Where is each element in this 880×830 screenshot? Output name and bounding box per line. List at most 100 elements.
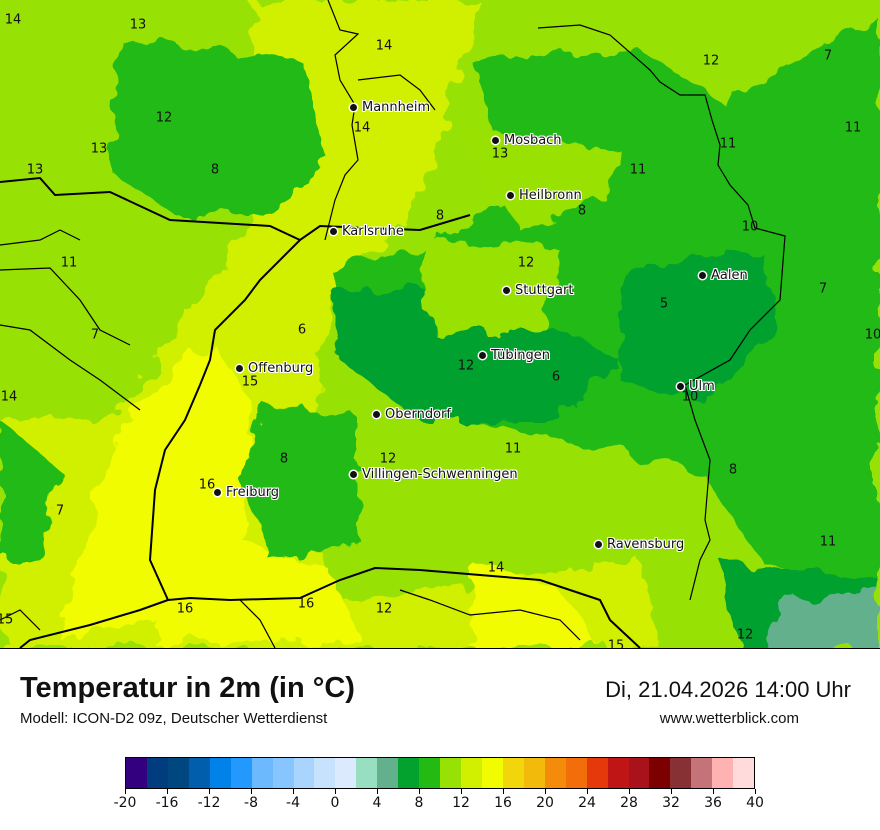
legend-swatch [461,758,482,788]
city-dot-icon [373,411,380,418]
temperature-value: 11 [60,255,78,271]
tick-mark [545,789,546,794]
city-label: Villingen-Schwenningen [362,467,518,482]
temperature-value: 8 [435,208,445,224]
city-label: Mannheim [362,100,431,115]
temperature-value: 14 [353,120,371,136]
city-dot-icon [214,489,221,496]
temperature-value: 6 [297,322,307,338]
city-dot-icon [503,287,510,294]
temperature-value: 15 [0,612,14,628]
city-marker: Heilbronn [507,188,582,203]
temperature-value: 14 [0,389,18,405]
tick-label: -8 [244,795,258,811]
tick-label: 4 [372,795,382,811]
legend-swatch [481,758,503,788]
temperature-value: 13 [26,162,44,178]
temperature-value: 12 [736,627,754,643]
legend-swatch [209,758,231,788]
legend-swatch [544,758,566,788]
city-dot-icon [699,272,706,279]
legend-swatch [377,758,399,788]
legend-swatch [565,758,587,788]
city-label: Mosbach [504,133,562,148]
temperature-value: 7 [818,281,828,297]
city-label: Ravensburg [607,537,685,552]
city-marker: Stuttgart [503,283,573,298]
legend-ticks: -20 -16 -12 -8 -4 0 4 8 12 16 20 24 28 32 36 40 [114,789,764,819]
city-label: Freiburg [226,485,280,500]
temperature-value: 11 [844,120,862,136]
temperature-value: 16 [176,601,194,617]
tick-label: -12 [197,795,221,811]
city-marker: Tübingen [479,348,550,363]
temperature-value: 12 [457,358,475,374]
city-label: Tübingen [491,348,550,363]
tick-label: 24 [578,795,596,811]
forecast-datetime: Di, 21.04.2026 14:00 Uhr [605,677,851,702]
temperature-value: 7 [90,327,100,343]
temperature-value: 11 [719,136,737,152]
legend-swatch [167,758,189,788]
legend-swatch [272,758,294,788]
city-label: Oberndorf [385,407,451,422]
tick-label: 36 [704,795,722,811]
tick-label: 28 [620,795,638,811]
legend-swatch [523,758,545,788]
city-marker: Ulm [677,379,715,394]
city-dot-icon [492,137,499,144]
legend-swatch [146,758,168,788]
tick-mark [755,789,756,794]
temperature-value: 14 [487,560,505,576]
temperature-value: 12 [702,53,720,69]
temperature-value: 12 [375,601,393,617]
tick-label: -4 [286,795,300,811]
tick-mark [419,789,420,794]
legend-swatch [356,758,378,788]
tick-label: 8 [414,795,424,811]
city-label: Karlsruhe [342,224,404,239]
legend-swatch [440,758,461,788]
city-dot-icon [507,192,514,199]
city-dot-icon [479,352,486,359]
temperature-value: 10 [741,219,759,235]
legend-swatch [398,758,420,788]
temperature-value: 11 [504,441,522,457]
tick-mark [209,789,210,794]
temperature-value: 13 [491,146,509,162]
temperature-value: 15 [607,638,625,649]
temperature-value: 13 [90,141,108,157]
tick-label: 32 [662,795,680,811]
tick-mark [671,789,672,794]
temperature-value: 15 [241,374,259,390]
city-marker: Aalen [699,268,748,283]
model-subtitle: Modell: ICON-D2 09z, Deutscher Wetterdie… [20,710,328,727]
legend-swatch [607,758,629,788]
temperature-value: 8 [210,162,220,178]
legend-swatch [628,758,650,788]
color-legend [125,757,755,789]
city-marker: Mannheim [350,100,430,115]
tick-mark [125,789,126,794]
temperature-value: 14 [375,38,393,54]
city-marker: Oberndorf [373,407,451,422]
temperature-map: 14 13 14 12 7 12 14 11 13 13 11 13 8 11 8 8 10 11 12 7 5 6 7 10… [0,0,880,649]
tick-mark [167,789,168,794]
temperature-value: 5 [659,296,669,312]
legend-swatch [293,758,315,788]
legend-swatch [691,758,713,788]
tick-label: 0 [330,795,340,811]
tick-label: -20 [113,795,137,811]
city-marker: Freiburg [214,485,279,500]
city-marker: Villingen-Schwenningen [350,467,518,482]
tick-mark [251,789,252,794]
tick-mark [629,789,630,794]
tick-label: 40 [746,795,764,811]
city-dot-icon [595,541,602,548]
city-label: Offenburg [248,361,314,376]
website-link[interactable]: www.wetterblick.com [659,710,799,727]
tick-mark [587,789,588,794]
legend-swatch [314,758,336,788]
temperature-value: 10 [864,327,880,343]
temperature-value: 16 [198,477,216,493]
